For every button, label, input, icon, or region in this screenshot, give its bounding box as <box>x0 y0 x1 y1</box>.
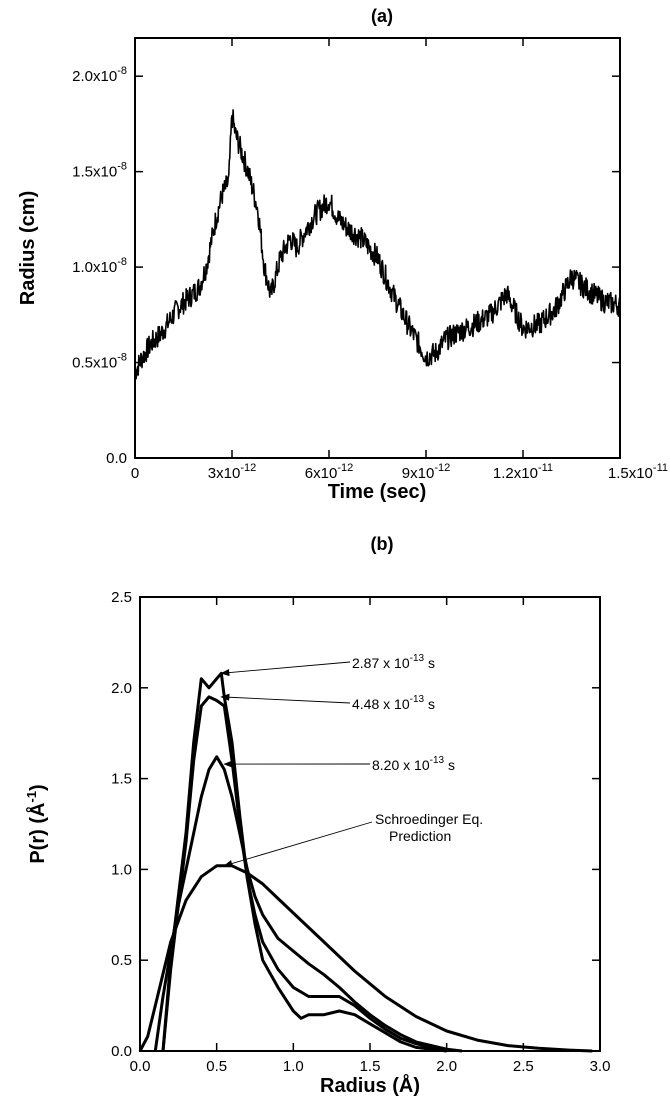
time-annotation: 4.48 x 10-13 s <box>352 694 435 712</box>
schroedinger-annotation-line2: Prediction <box>389 828 451 844</box>
y-tick-label: 1.0 <box>111 861 132 878</box>
y-tick-label: 0.5x10-8 <box>72 352 127 372</box>
x-tick-label: 2.5 <box>513 1058 534 1075</box>
radius-trace <box>134 109 621 380</box>
panel-b-series <box>138 671 593 1053</box>
panel-a: (a) 0 3x10-12 6x10-12 9x10-12 1.2x10-11 1.5x1… <box>17 6 668 503</box>
time-annotation: 8.20 x 10-13 s <box>372 755 455 773</box>
y-tick-label: 1.0x10-8 <box>72 256 127 276</box>
y-tick-label: 1.5 <box>111 771 132 788</box>
panel-b-y-axis-title: P(r) (Å-1) <box>24 784 49 863</box>
y-tick-label: 1.5x10-8 <box>72 161 127 181</box>
x-tick-label: 0.0 <box>130 1058 151 1075</box>
pr-curve-1 <box>161 671 447 1053</box>
y-tick-label: 0.0 <box>111 1043 132 1060</box>
x-tick-label: 3.0 <box>590 1058 611 1075</box>
y-tick-label: 2.5 <box>111 589 132 606</box>
panel-a-label: (a) <box>371 6 393 26</box>
panel-b-y-ticks: 0.0 0.5 1.0 1.5 2.0 2.5 <box>111 589 600 1060</box>
x-tick-label: 6x10-12 <box>305 462 353 482</box>
y-tick-label: 2.0x10-8 <box>72 65 127 85</box>
panel-b-annotations: 2.87 x 10-13 s 4.48 x 10-13 s 8.20 x 10-13… <box>220 653 483 867</box>
x-tick-label: 0 <box>131 465 139 482</box>
panel-b: (b) 2.87 x 10-13 s 4.48 x 10-13 s 8.20 x 1… <box>24 534 610 1097</box>
pr-curve-2 <box>161 695 448 1053</box>
x-tick-label: 3x10-12 <box>208 462 256 482</box>
annotation-arrow <box>220 661 351 677</box>
panel-a-y-axis-title: Radius (cm) <box>17 191 39 305</box>
panel-a-x-axis-title: Time (sec) <box>328 481 427 503</box>
x-tick-label: 9x10-12 <box>402 462 450 482</box>
y-tick-label: 0.0 <box>106 450 127 467</box>
x-tick-label: 1.5 <box>360 1058 381 1075</box>
y-tick-label: 0.5 <box>111 952 132 969</box>
pr-curve-3 <box>153 755 463 1053</box>
x-tick-label: 1.5x10-11 <box>608 462 668 482</box>
pr-curve-4 <box>138 864 593 1053</box>
annotation-arrow <box>220 693 351 704</box>
x-tick-label: 1.2x10-11 <box>493 462 553 482</box>
panel-b-x-ticks: 0.0 0.5 1.0 1.5 2.0 2.5 3.0 <box>130 597 611 1075</box>
y-tick-label: 2.0 <box>111 680 132 697</box>
panel-a-frame <box>134 37 621 459</box>
schroedinger-annotation-line1: Schroedinger Eq. <box>375 811 483 827</box>
panel-b-x-axis-title: Radius (Å) <box>320 1073 420 1097</box>
panel-a-y-ticks: 0.0 0.5x10-8 1.0x10-8 1.5x10-8 2.0x10-8 <box>72 65 620 467</box>
x-tick-label: 1.0 <box>283 1058 304 1075</box>
time-annotation: 2.87 x 10-13 s <box>352 653 435 671</box>
panel-a-x-ticks: 0 3x10-12 6x10-12 9x10-12 1.2x10-11 1.5x10-11 <box>131 38 668 482</box>
panel-b-label: (b) <box>371 534 394 554</box>
x-tick-label: 0.5 <box>206 1058 227 1075</box>
annotation-arrow <box>223 821 373 867</box>
panel-a-series <box>134 109 621 380</box>
x-tick-label: 2.0 <box>436 1058 457 1075</box>
